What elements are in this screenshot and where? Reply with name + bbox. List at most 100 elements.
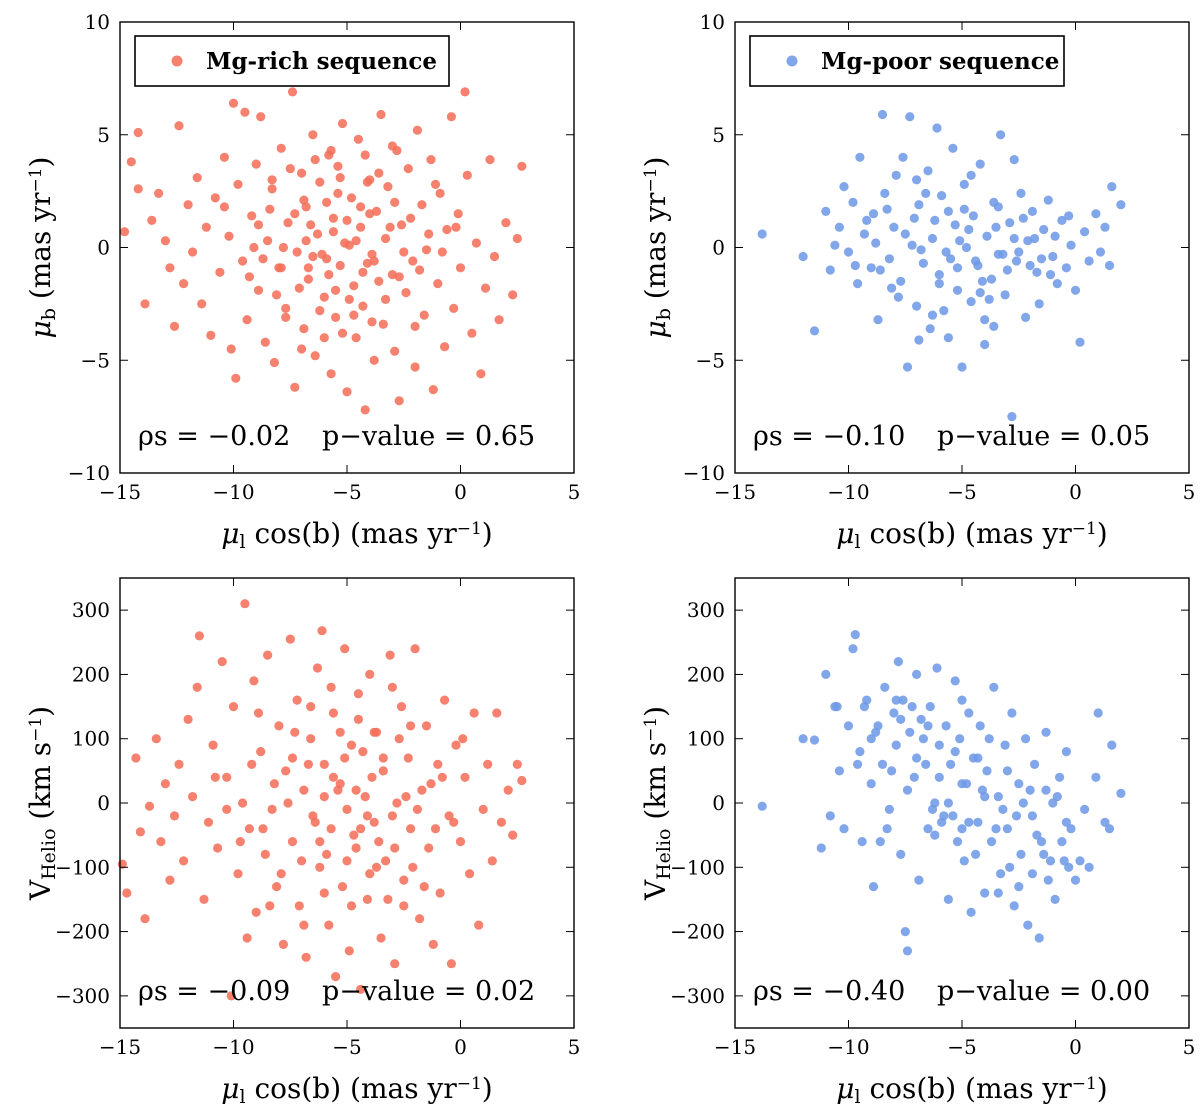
data-point: [1100, 222, 1110, 232]
data-point: [1030, 233, 1040, 244]
data-point: [1061, 263, 1071, 273]
data-point: [943, 894, 954, 905]
data-point: [188, 247, 198, 257]
data-point: [905, 727, 915, 737]
data-point: [501, 218, 511, 228]
data-point: [1032, 830, 1042, 840]
data-point: [365, 669, 375, 680]
data-point: [392, 798, 402, 808]
data-point: [948, 143, 958, 153]
data-point: [265, 204, 275, 214]
data-point: [1032, 267, 1042, 277]
x-tick-label: 5: [1183, 480, 1196, 504]
data-point: [909, 213, 919, 223]
data-point: [287, 837, 298, 847]
data-point: [346, 193, 357, 203]
data-point: [169, 321, 180, 331]
data-point: [381, 856, 391, 866]
data-point: [342, 856, 352, 866]
data-point: [340, 753, 350, 763]
data-point: [1050, 231, 1060, 241]
data-point: [902, 362, 913, 372]
data-point: [1000, 740, 1010, 750]
y-tick-label: 300: [72, 598, 110, 622]
data-point: [469, 708, 479, 718]
data-point: [169, 811, 180, 821]
data-point: [356, 984, 366, 995]
data-point: [1039, 849, 1049, 860]
data-point: [276, 263, 286, 273]
panel-poor_v: −15 −10 −5 0 5 −300 −200 −100 0 100 200 300 μl cos(b…: [639, 577, 1195, 1108]
data-point: [306, 702, 316, 712]
data-point: [351, 785, 361, 795]
data-point: [462, 170, 472, 180]
data-point: [959, 204, 969, 214]
data-point: [998, 249, 1008, 259]
data-point: [371, 862, 382, 872]
data-point: [362, 177, 372, 187]
data-point: [989, 321, 999, 331]
y-tick-label: 200: [72, 662, 110, 686]
data-point: [385, 650, 395, 660]
y-tick-label: 5: [97, 123, 110, 147]
data-point: [281, 312, 291, 322]
data-point: [297, 856, 307, 866]
data-point: [219, 152, 229, 162]
data-point: [476, 369, 486, 379]
data-point: [955, 734, 965, 744]
data-point: [308, 130, 318, 140]
data-point: [1005, 862, 1015, 872]
data-point: [980, 792, 990, 802]
data-point: [260, 337, 270, 347]
data-point: [258, 824, 268, 834]
data-point: [950, 220, 960, 230]
data-point: [1057, 215, 1067, 225]
data-point: [399, 247, 409, 257]
data-point: [315, 837, 325, 847]
data-point: [1107, 182, 1117, 192]
data-point: [240, 107, 250, 117]
x-axis-label: μl cos(b) (mas yr−1): [836, 517, 1107, 553]
data-point: [943, 333, 954, 343]
data-point: [964, 817, 974, 827]
data-point: [986, 837, 997, 847]
data-point: [306, 734, 316, 744]
data-point: [299, 920, 309, 930]
data-point: [896, 276, 906, 286]
data-point: [390, 197, 400, 207]
x-tick-label: 0: [1069, 480, 1082, 504]
data-point: [986, 274, 997, 284]
data-point: [496, 817, 506, 827]
data-point: [1050, 894, 1060, 905]
data-point: [290, 727, 300, 737]
data-point: [1011, 811, 1022, 821]
data-point: [891, 695, 901, 705]
data-point: [932, 123, 942, 133]
data-point: [1014, 779, 1024, 789]
data-point: [358, 267, 368, 277]
data-point: [401, 792, 411, 802]
data-point: [242, 315, 252, 325]
data-point: [440, 695, 450, 705]
data-point: [925, 702, 935, 712]
data-point: [342, 804, 352, 815]
data-point: [244, 824, 254, 834]
data-point: [278, 242, 288, 253]
data-point: [287, 753, 298, 763]
data-point: [435, 888, 445, 898]
data-point: [210, 193, 220, 203]
data-point: [222, 804, 232, 815]
data-point: [937, 817, 947, 827]
data-point: [154, 188, 164, 198]
data-point: [135, 827, 145, 837]
data-point: [982, 231, 992, 241]
data-point: [399, 901, 409, 911]
data-point: [494, 315, 504, 325]
data-point: [950, 676, 960, 686]
data-point: [1091, 772, 1101, 782]
data-point: [326, 682, 336, 692]
y-tick-label: 100: [72, 727, 110, 751]
data-point: [242, 933, 252, 943]
